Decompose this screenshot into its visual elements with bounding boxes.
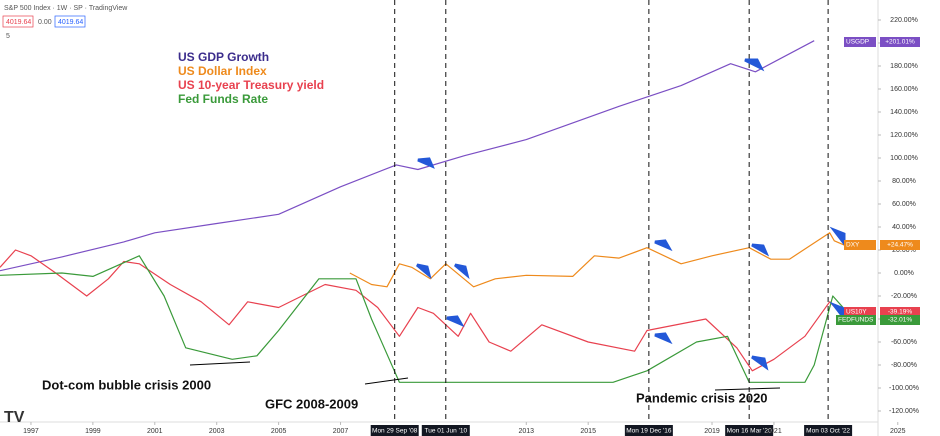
badge-value: -32.01% [888,317,912,324]
x-tick-label: 2013 [518,428,534,435]
badge-value: +201.01% [885,39,915,46]
x-tick-label: 2021 [766,428,782,435]
badge-ticker: DXY [846,242,860,249]
arrow [751,355,769,371]
y-tick-label: 0.00% [894,270,914,277]
legend-entry: US GDP Growth [178,50,269,64]
series-line [349,232,846,288]
series-line [0,40,815,272]
price-a: 4019.64 [6,19,31,26]
y-tick-label: 20.00% [892,247,916,254]
y-tick-label: 60.00% [892,201,916,208]
badge-ticker-bg [836,315,876,325]
series-line [0,249,846,372]
y-tick-label: -60.00% [891,339,917,346]
arrow [829,226,846,248]
arrow [744,58,765,72]
x-tick-label: 2025 [890,428,906,435]
y-tick-label: 120.00% [890,132,918,139]
pointer-line [364,377,409,385]
event-label-bg [725,425,774,436]
event-label-bg [624,425,673,436]
event-label: Mon 03 Oct '22 [806,428,850,435]
x-tick-label: 2005 [271,428,287,435]
arrow [654,239,673,252]
badge-value-bg [880,315,920,325]
y-tick-label: -120.00% [889,408,919,415]
logo: TV [4,409,25,426]
x-tick-label: 2003 [209,428,225,435]
badge-value: +24.47% [887,242,913,249]
header-title: S&P 500 Index · 1W · SP · TradingView [4,5,128,12]
y-tick-label: 180.00% [890,63,918,70]
y-tick-label: -100.00% [889,385,919,392]
y-tick-label: -80.00% [891,362,917,369]
badge-value: -39.19% [888,309,912,316]
arrow [751,243,770,257]
event-label: Mon 16 Mar '20 [727,428,772,435]
price-box [54,15,86,28]
x-tick-label: 1997 [23,428,39,435]
arrow [446,315,465,328]
event-label-bg [421,425,470,436]
events: Mon 29 Sep '08 Tue 01 Jun '10 Mon 19 Dec '… [370,0,853,436]
annotation: GFC 2008-2009 [265,396,358,411]
x-tick-label: 2007 [333,428,349,435]
badge-ticker: US10Y [846,309,867,316]
badge-ticker-bg [844,307,876,317]
event-label: Tue 01 Jun '10 [425,428,468,435]
arrow [417,157,435,169]
badge-ticker: FEDFUNDS [838,317,874,324]
annotation: Dot-com bubble crisis 2000 [42,377,211,392]
pointer-line [714,387,781,391]
pointer-line [189,361,251,366]
price-box [2,15,34,28]
x-tick-label: 2001 [147,428,163,435]
badge-value-bg [880,307,920,317]
badge-value-bg [880,37,920,47]
arrow [454,263,470,280]
indicator-count: 5 [6,33,10,40]
event-label-bg [370,425,419,436]
event-label: Mon 19 Dec '16 [626,428,672,435]
event-label-bg [804,425,853,436]
y-tick-label: 220.00% [890,17,918,24]
y-tick-label: 40.00% [892,224,916,231]
series-line [0,255,846,383]
y-tick-label: 160.00% [890,86,918,93]
event-label: Mon 29 Sep '08 [372,428,418,435]
x-tick-label: 2015 [580,428,596,435]
badge-ticker-bg [844,37,876,47]
legend-entry: US Dollar Index [178,64,267,78]
plot [0,40,846,383]
y-tick-label: 140.00% [890,109,918,116]
y-tick-label: 100.00% [890,155,918,162]
badge-ticker-bg [844,240,876,250]
x-tick-label: 2019 [704,428,720,435]
annotation: Pandemic crisis 2020 [636,390,768,405]
change: 0.00 [38,19,52,26]
arrows [416,58,846,371]
arrow [654,332,673,345]
badge-ticker: USGDP [846,39,869,46]
badge-value-bg [880,240,920,250]
x-tick-label: 1999 [85,428,101,435]
price-b: 4019.64 [58,19,83,26]
arrow [416,263,432,280]
y-tick-label: -20.00% [891,293,917,300]
y-tick-label: 80.00% [892,178,916,185]
legend-entry: US 10-year Treasury yield [178,78,324,92]
legend-entry: Fed Funds Rate [178,92,268,106]
